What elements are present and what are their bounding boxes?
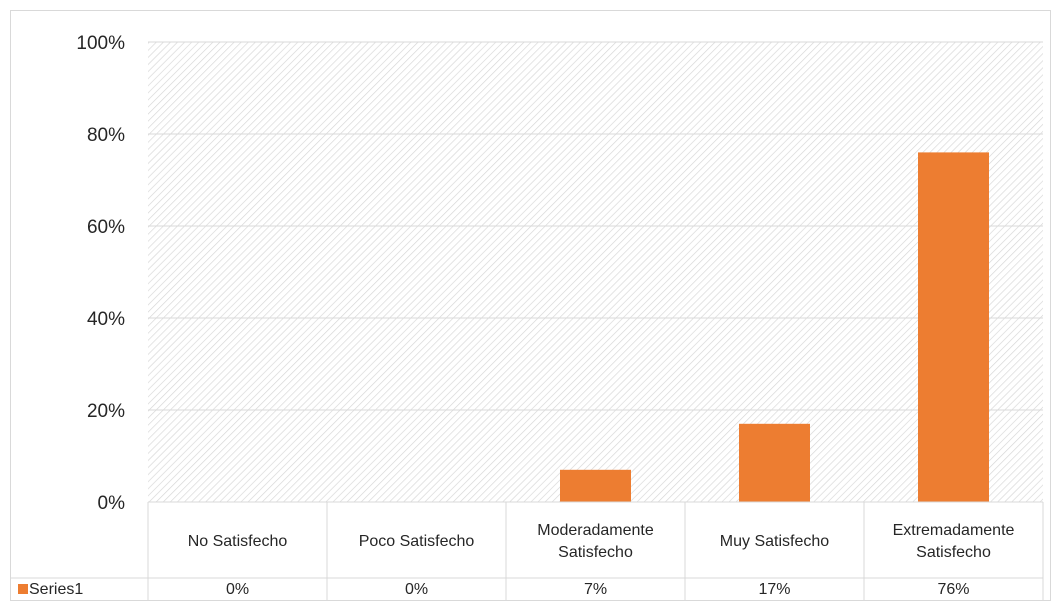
bar bbox=[739, 423, 810, 502]
data-label: 0% bbox=[226, 581, 249, 598]
legend-swatch bbox=[18, 584, 28, 594]
legend-series-name: Series1 bbox=[29, 581, 83, 598]
category-label: Muy Satisfecho bbox=[720, 533, 829, 550]
y-tick-label: 60% bbox=[87, 217, 125, 238]
category-label: Satisfecho bbox=[558, 544, 633, 561]
plot-area bbox=[148, 42, 1043, 502]
data-label: 0% bbox=[405, 581, 428, 598]
category-label: Extremadamente bbox=[893, 522, 1015, 539]
y-tick-label: 20% bbox=[87, 401, 125, 422]
data-label: 7% bbox=[584, 581, 607, 598]
y-tick-label: 80% bbox=[87, 125, 125, 146]
category-label: No Satisfecho bbox=[188, 533, 288, 550]
bar bbox=[918, 152, 989, 502]
bar bbox=[560, 469, 631, 502]
y-tick-label: 0% bbox=[98, 493, 126, 514]
y-tick-label: 100% bbox=[76, 33, 125, 54]
category-label: Moderadamente bbox=[537, 522, 654, 539]
y-tick-label: 40% bbox=[87, 309, 125, 330]
data-label: 76% bbox=[937, 581, 969, 598]
category-label: Poco Satisfecho bbox=[359, 533, 475, 550]
category-label: Satisfecho bbox=[916, 544, 991, 561]
data-label: 17% bbox=[758, 581, 790, 598]
